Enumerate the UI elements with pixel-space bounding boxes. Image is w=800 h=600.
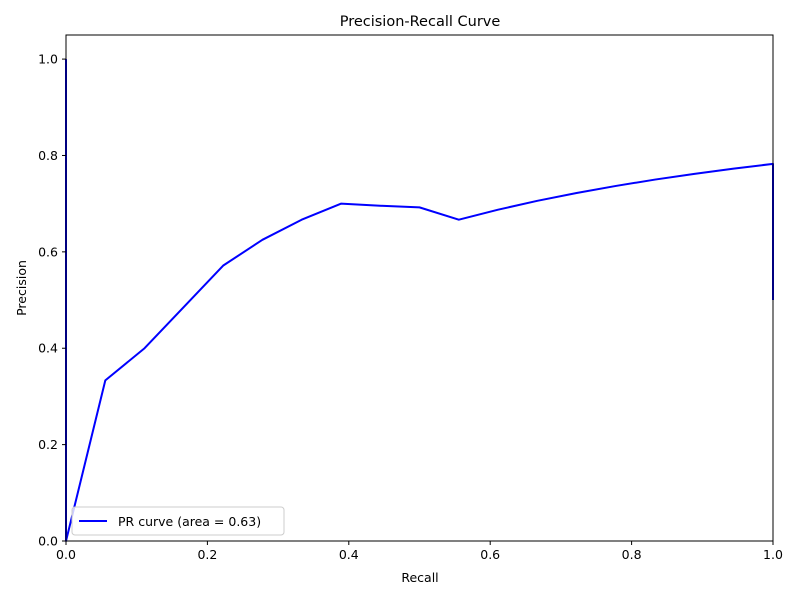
y-tick-label: 0.6	[38, 244, 58, 259]
y-tick-label: 1.0	[38, 52, 58, 67]
x-axis-label: Recall	[401, 570, 438, 585]
x-tick-label: 0.8	[622, 547, 642, 562]
chart-title: Precision-Recall Curve	[340, 14, 501, 30]
y-tick-label: 0.4	[38, 341, 58, 356]
legend-box	[71, 506, 285, 536]
x-tick-label: 0.6	[480, 547, 500, 562]
ticks-layer: 0.0 0.2 0.4 0.6 0.8 1.0 0.0 0.2 0.4 0.6 0.8 1.0	[38, 52, 783, 562]
x-tick-label: 0.2	[197, 547, 217, 562]
x-tick-label: 1.0	[763, 547, 783, 562]
y-tick-label: 0.0	[38, 534, 58, 549]
x-tick-label: 0.4	[339, 547, 359, 562]
pr-curve-line	[65, 59, 774, 542]
axes-frame	[65, 34, 774, 542]
y-tick-label: 0.2	[38, 437, 58, 452]
y-tick-label: 0.8	[38, 148, 58, 163]
legend: PR curve (area = 0.63)	[71, 506, 285, 536]
plot-layer	[65, 59, 774, 542]
x-tick-label: 0.0	[56, 547, 76, 562]
y-axis-label: Precision	[14, 260, 29, 316]
legend-label: PR curve (area = 0.63)	[118, 514, 261, 529]
